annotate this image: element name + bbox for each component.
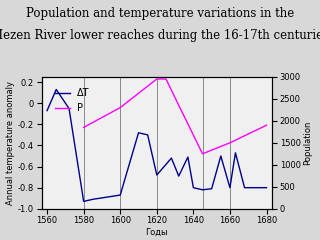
ΔT [177,175,181,178]
P [155,78,159,80]
ΔT [137,131,140,134]
ΔT [243,186,246,189]
ΔT [219,155,223,157]
P [118,106,122,109]
P [82,126,85,129]
Text: Mezen River lower reaches during the 16-17th centuries: Mezen River lower reaches during the 16-… [0,29,320,42]
ΔT [186,156,190,158]
ΔT [91,198,95,201]
Y-axis label: Population: Population [304,121,313,165]
P [201,152,204,155]
ΔT [82,200,85,203]
X-axis label: Годы: Годы [146,228,168,237]
ΔT [191,186,195,189]
ΔT [118,194,122,197]
ΔT [67,107,71,110]
ΔT [45,109,49,112]
ΔT [234,151,237,154]
ΔT [210,187,213,190]
ΔT [228,186,232,189]
P [265,124,268,127]
ΔT [54,88,58,91]
ΔT [265,186,268,189]
Line: P: P [84,79,267,154]
Line: ΔT: ΔT [47,90,267,201]
Text: Population and temperature variations in the: Population and temperature variations in… [26,7,294,20]
Legend: ΔT, P: ΔT, P [51,84,94,117]
Y-axis label: Annual temperature anomaly: Annual temperature anomaly [6,81,15,205]
ΔT [170,157,173,160]
ΔT [155,174,159,176]
ΔT [146,133,149,136]
P [228,141,232,144]
P [164,78,168,80]
ΔT [201,188,204,191]
